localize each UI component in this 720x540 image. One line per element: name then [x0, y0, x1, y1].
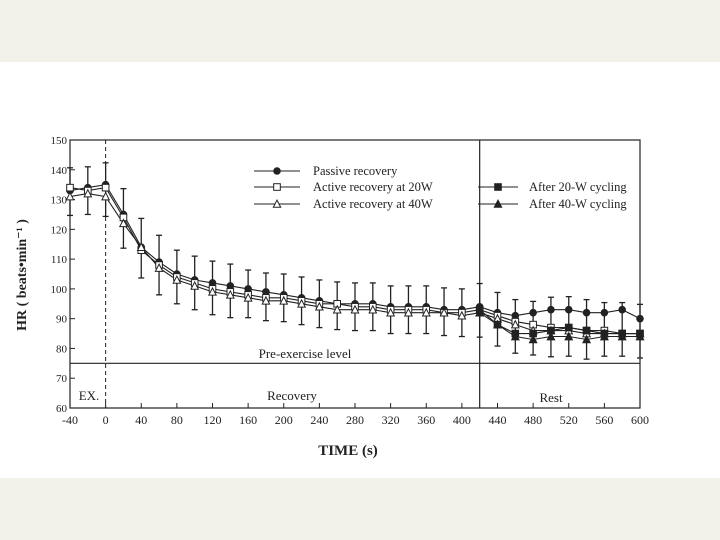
legend-marker: [493, 199, 503, 208]
data-point: [118, 218, 128, 228]
data-point: [314, 301, 324, 311]
x-tick-label: 40: [135, 413, 147, 427]
data-point: [83, 188, 93, 198]
legend-label: Active recovery at 40W: [313, 197, 433, 211]
x-tick-label: 360: [417, 413, 435, 427]
data-point: [475, 307, 485, 317]
data-point: [439, 307, 449, 317]
x-tick-label: 0: [103, 413, 109, 427]
data-point: [564, 305, 573, 314]
legend-marker: [273, 183, 281, 191]
y-tick-label: 80: [56, 343, 68, 355]
series-line-5: [479, 312, 640, 341]
legend-label: After 20-W cycling: [529, 180, 627, 194]
x-tick-label: 240: [310, 413, 328, 427]
series-markers: [65, 180, 645, 344]
slide-background: [0, 62, 720, 478]
x-tick-label: 160: [239, 413, 257, 427]
data-point: [617, 331, 627, 341]
data-point: [332, 304, 342, 314]
x-tick-label: 480: [524, 413, 542, 427]
data-point: [528, 334, 538, 344]
x-tick-label: 520: [560, 413, 578, 427]
data-point: [421, 307, 431, 317]
y-tick-label: 150: [51, 135, 68, 147]
data-point: [101, 183, 110, 192]
data-point: [279, 295, 289, 305]
data-point: [66, 183, 74, 192]
y-tick-label: 60: [56, 403, 68, 415]
data-point: [599, 331, 609, 341]
data-point: [564, 331, 574, 341]
data-point: [207, 286, 218, 296]
legend-label: Passive recovery: [313, 164, 398, 178]
x-tick-label: 80: [171, 413, 183, 427]
data-point: [636, 314, 644, 323]
legend: Passive recovery Active recovery at 20W Ac…: [254, 164, 627, 211]
x-tick-label: -40: [62, 413, 78, 427]
data-point: [136, 242, 146, 251]
phase-label-rest: Rest: [539, 390, 563, 405]
data-point: [529, 308, 537, 317]
data-point: [154, 263, 164, 272]
data-point: [386, 307, 396, 317]
y-tick-label: 110: [51, 254, 68, 266]
legend-marker: [494, 183, 502, 191]
series-line-4: [479, 309, 640, 335]
x-tick-label: 320: [382, 413, 400, 427]
data-point: [261, 295, 271, 305]
pre-exercise-label: Pre-exercise level: [259, 346, 352, 361]
legend-marker: [272, 199, 282, 208]
data-point: [65, 191, 75, 201]
y-tick-label: 120: [51, 224, 68, 236]
data-point: [618, 305, 626, 314]
data-point: [635, 331, 645, 341]
data-point: [582, 326, 591, 335]
data-point: [403, 307, 413, 317]
data-point: [350, 304, 360, 314]
data-point: [172, 274, 182, 284]
data-point: [600, 308, 609, 317]
y-tick-label: 100: [51, 284, 68, 296]
y-tick-label: 140: [51, 165, 68, 177]
y-tick-label: 70: [56, 373, 68, 385]
data-point: [564, 323, 573, 332]
x-tick-label: 440: [489, 413, 507, 427]
data-point: [546, 331, 556, 341]
phase-label-ex: EX.: [79, 388, 100, 403]
data-point: [225, 289, 235, 299]
data-point: [492, 319, 503, 329]
data-point: [582, 308, 591, 317]
data-point: [510, 331, 520, 341]
legend-label: After 40-W cycling: [529, 197, 627, 211]
x-tick-label: 600: [631, 413, 649, 427]
x-tick-label: 200: [275, 413, 293, 427]
x-axis-label: TIME (s): [318, 443, 378, 459]
x-tick-label: 120: [204, 413, 222, 427]
x-tick-label: 280: [346, 413, 364, 427]
data-point: [510, 319, 520, 329]
plot-area: 60 70 80 90 100 110 120 130 140 150 -40 0 40 80 120 160…: [51, 135, 650, 427]
data-point: [582, 334, 592, 344]
legend-label: Active recovery at 20W: [313, 180, 433, 194]
data-point: [297, 298, 307, 308]
phase-label-recovery: Recovery: [267, 388, 317, 403]
x-tick-label: 560: [595, 413, 613, 427]
y-tick-label: 130: [51, 195, 68, 207]
data-point: [368, 304, 378, 314]
data-point: [243, 292, 253, 302]
legend-marker: [273, 167, 281, 175]
data-point: [457, 310, 467, 320]
data-point: [190, 280, 200, 290]
x-tick-label: 400: [453, 413, 471, 427]
data-point: [101, 191, 111, 201]
chart-text: TIME (s) HR ( beats•min⁻¹ ) Pre-exercise…: [15, 219, 563, 459]
data-point: [547, 305, 555, 314]
y-axis-label: HR ( beats•min⁻¹ ): [15, 219, 30, 331]
y-tick-label: 90: [56, 314, 68, 326]
